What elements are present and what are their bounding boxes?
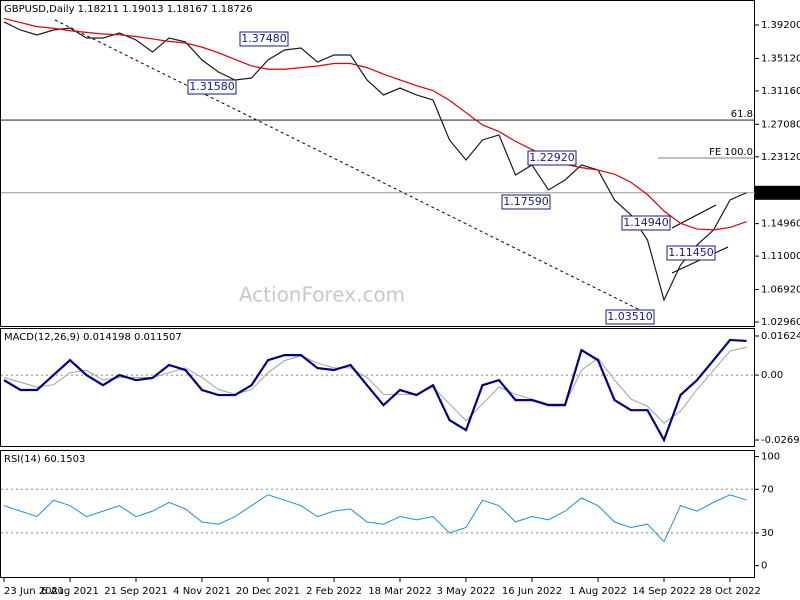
x-tick-label: 16 Jun 2022	[502, 586, 562, 597]
y-tick-label: 30	[761, 528, 774, 539]
y-tick-label: 0.016242	[761, 331, 800, 342]
x-tick-label: 2 Feb 2022	[306, 586, 362, 597]
y-tick-label: 0.00	[761, 370, 783, 381]
x-tick-label: 3 May 2022	[437, 586, 496, 597]
y-tick-label: 70	[761, 484, 774, 495]
y-tick-label: 100	[761, 452, 780, 463]
watermark: ActionForex.com	[239, 283, 405, 307]
y-tick-label: 1.35120	[761, 53, 800, 64]
price-title: GBPUSD,Daily 1.18211 1.19013 1.18167 1.1…	[4, 4, 253, 15]
series-line	[3, 494, 747, 543]
y-tick-label: 1.06920	[761, 285, 800, 296]
y-tick-label: 1.02960	[761, 317, 800, 328]
annotation: 1.14940	[623, 216, 669, 229]
annotation: 1.17590	[503, 195, 549, 208]
annotation-box	[666, 245, 716, 261]
annotation-box	[527, 150, 577, 166]
last-price-label: 1.18726	[759, 188, 800, 199]
x-tick-label: 23 Jun 2021	[4, 586, 64, 597]
macd-title: MACD(12,26,9) 0.014198 0.011507	[4, 332, 182, 343]
level-label: FE 100.0	[709, 147, 753, 158]
annotation-box	[239, 31, 289, 47]
x-tick-label: 20 Dec 2021	[236, 586, 300, 597]
annotation-box	[621, 215, 671, 231]
macd-panel	[0, 328, 755, 447]
y-tick-label: 1.27080	[761, 119, 800, 130]
x-tick-label: 18 Mar 2022	[368, 586, 431, 597]
annotation: 1.03510	[607, 310, 653, 323]
price-panel	[0, 0, 755, 327]
annotation: 1.31580	[189, 80, 235, 93]
series-line	[3, 21, 747, 302]
x-tick-label: 4 Nov 2021	[173, 586, 231, 597]
annotation-box	[187, 79, 237, 95]
rsi-title: RSI(14) 60.1503	[4, 454, 85, 465]
y-tick-label: 0	[761, 561, 767, 572]
y-tick-label: -0.026994	[761, 435, 800, 446]
x-tick-label: 21 Sep 2021	[104, 586, 167, 597]
annotation-box	[501, 194, 551, 210]
channel-line	[671, 204, 717, 229]
annotation: 1.11450	[668, 246, 714, 259]
x-tick-label: 14 Sep 2022	[632, 586, 695, 597]
x-tick-label: 6 Aug 2021	[41, 586, 99, 597]
y-tick-label: 1.23120	[761, 152, 800, 163]
y-tick-label: 1.39200	[761, 20, 800, 31]
x-tick-label: 1 Aug 2022	[569, 586, 627, 597]
level-label: 61.8	[731, 109, 753, 120]
series-line	[3, 338, 747, 443]
last-price-box	[755, 185, 800, 200]
y-tick-label: 1.11000	[761, 251, 800, 262]
y-tick-label: 1.31160	[761, 86, 800, 97]
series-line	[3, 17, 747, 231]
x-tick-label: 28 Oct 2022	[699, 586, 761, 597]
annotation: 1.22920	[529, 151, 575, 164]
y-tick-label: 1.14960	[761, 219, 800, 230]
rsi-panel	[0, 450, 755, 578]
annotation-box	[605, 309, 655, 325]
annotation: 1.37480	[241, 32, 287, 45]
